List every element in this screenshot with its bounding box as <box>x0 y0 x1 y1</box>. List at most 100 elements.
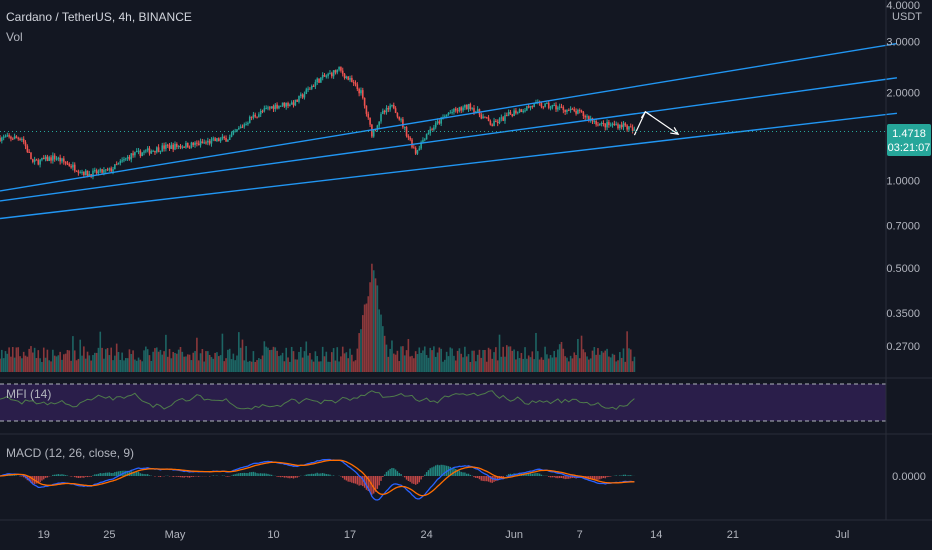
volume-bar <box>465 356 468 372</box>
candle-body <box>506 115 508 117</box>
time-tick-label: 7 <box>577 529 583 541</box>
candle-body <box>608 122 610 126</box>
volume-bar <box>427 357 430 372</box>
candle-body <box>66 163 69 165</box>
volume-bar <box>372 270 375 372</box>
volume-bar <box>420 352 422 372</box>
candle-body <box>418 148 421 151</box>
volume-bar <box>117 351 120 372</box>
candle-body <box>402 119 404 128</box>
volume-bar <box>515 359 517 372</box>
macd-legend[interactable]: MACD (12, 26, close, 9) <box>6 446 135 460</box>
volume-bar <box>340 356 342 372</box>
volume-bar <box>544 346 546 372</box>
volume-bar <box>425 355 428 372</box>
volume-bar <box>92 355 94 372</box>
volume-bar <box>236 355 238 372</box>
last-price-badge: 1.4718 03:21:07 <box>887 124 931 156</box>
candle-body <box>305 89 308 95</box>
candle-body <box>124 158 127 160</box>
price-axis[interactable]: 4.0000 3.0000 2.0000 1.0000 0.7000 0.5000 0.35… <box>885 0 920 520</box>
candle-body <box>183 146 185 148</box>
volume-bar <box>145 346 147 372</box>
volume-bar <box>542 359 545 372</box>
volume-bar <box>526 358 528 372</box>
volume-bar <box>509 346 512 372</box>
volume-bar <box>535 332 537 372</box>
volume-bar <box>442 361 444 372</box>
volume-bar <box>358 333 360 372</box>
candle-body <box>26 146 29 152</box>
candle-body <box>63 158 65 162</box>
candle-body <box>469 103 472 109</box>
price-tick-label: 4.0000 <box>886 0 920 12</box>
volume-bar <box>55 356 58 372</box>
volume-bar <box>378 309 380 372</box>
volume-bar <box>104 349 107 372</box>
volume-bar <box>504 356 506 372</box>
volume-bar <box>97 347 100 372</box>
candle-body <box>2 136 5 138</box>
volume-bar <box>137 357 140 372</box>
candle-body <box>39 159 41 165</box>
volume-bar <box>631 361 634 372</box>
candle-body <box>631 127 634 131</box>
projection-arrow[interactable] <box>633 110 680 136</box>
candle-body <box>458 107 461 111</box>
volume-bar <box>2 358 5 372</box>
candle-body <box>593 121 596 123</box>
volume-bar <box>553 350 556 372</box>
volume-bar <box>305 341 308 372</box>
volume-bar <box>569 355 572 372</box>
candle-body <box>28 151 30 153</box>
symbol-legend[interactable]: Cardano / TetherUS, 4h, BINANCE <box>6 10 192 24</box>
candle-body <box>210 139 213 144</box>
volume-bar <box>633 356 636 372</box>
candle-body <box>407 135 410 138</box>
price-tick-label: 0.7000 <box>886 221 920 233</box>
volume-bar <box>396 350 399 372</box>
volume-bar <box>103 358 105 372</box>
candle-body <box>161 145 164 152</box>
volume-bar <box>507 346 510 372</box>
volume-bar <box>66 349 69 372</box>
volume-bar <box>589 358 592 372</box>
volume-bar <box>259 359 262 372</box>
volume-bar <box>0 358 1 372</box>
volume-bar <box>458 348 461 372</box>
candle-body <box>248 116 251 123</box>
candle-body <box>320 77 322 83</box>
volume-bar <box>422 350 424 372</box>
volume-bar <box>560 341 563 372</box>
volume-bar <box>77 358 80 372</box>
parallel-channel[interactable] <box>0 42 898 220</box>
mfi-legend[interactable]: MFI (14) <box>6 387 52 401</box>
candle-body <box>119 161 122 163</box>
volume-bar <box>26 356 29 372</box>
candle-body <box>392 104 395 109</box>
volume-bar <box>493 352 495 372</box>
volume-bar <box>312 361 315 372</box>
mfi-band <box>0 384 886 421</box>
channel-line <box>0 112 898 220</box>
candle-body <box>629 126 632 128</box>
volume-bar <box>199 353 202 372</box>
volume-bar <box>154 348 156 372</box>
volume-legend[interactable]: Vol <box>6 30 23 44</box>
volume-bar <box>132 350 134 372</box>
candle-body <box>575 111 577 114</box>
volume-bar <box>549 354 552 372</box>
candle-body <box>265 108 267 110</box>
candle-body <box>476 109 479 112</box>
candle-body <box>433 127 435 130</box>
volume-bar <box>429 347 432 372</box>
candle-body <box>185 142 187 148</box>
candle-body <box>531 106 534 108</box>
volume-bar <box>578 358 581 372</box>
volume-bar <box>256 360 258 372</box>
candle-body <box>487 117 490 121</box>
candle-body <box>562 107 565 111</box>
time-tick-label: 19 <box>38 529 50 541</box>
time-axis[interactable]: 19 25 May 10 17 24 Jun 7 14 21 Jul <box>0 519 932 541</box>
